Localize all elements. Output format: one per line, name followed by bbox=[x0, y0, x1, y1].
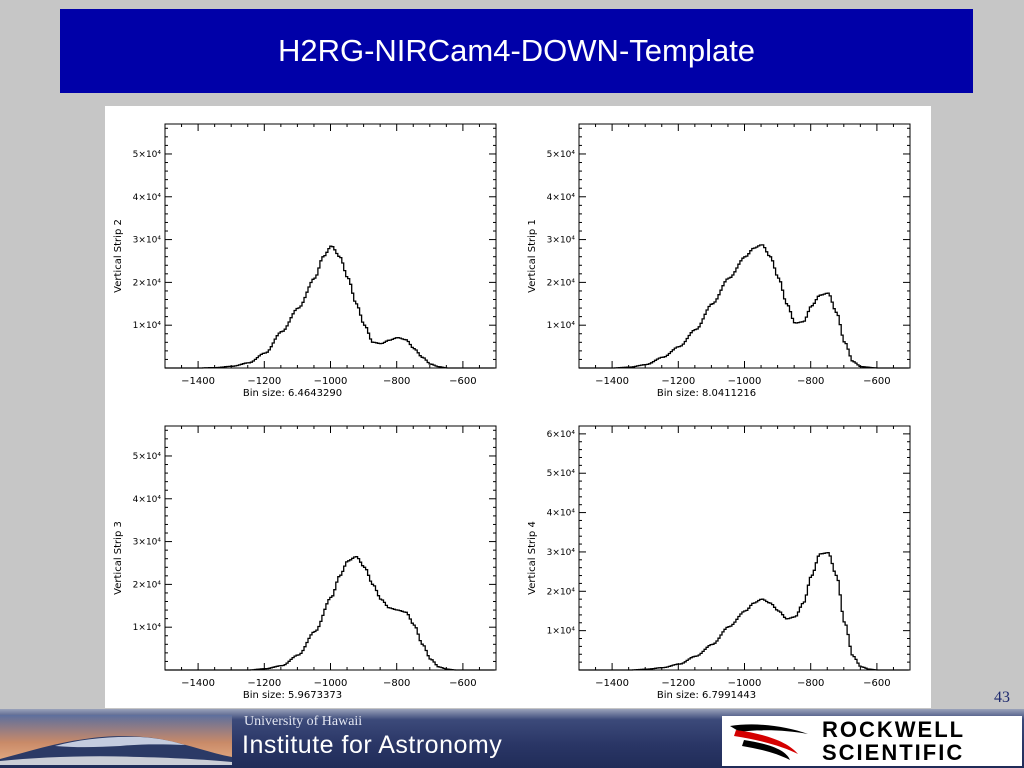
y-tick-label: 2×10⁴ bbox=[547, 278, 576, 288]
y-tick-label: 3×10⁴ bbox=[547, 548, 576, 558]
y-axis-label: Vertical Strip 2 bbox=[113, 219, 124, 293]
x-axis-label: Bin size: 8.0411216 bbox=[657, 388, 756, 399]
histogram-series-line bbox=[165, 245, 495, 369]
x-tick-label: −1200 bbox=[661, 376, 695, 387]
histogram-series-line bbox=[579, 244, 909, 369]
y-axis-label: Vertical Strip 4 bbox=[527, 521, 538, 595]
x-axis-label: Bin size: 5.9673373 bbox=[243, 690, 342, 701]
rockwell-swoosh-icon bbox=[730, 724, 808, 760]
y-tick-label: 2×10⁴ bbox=[133, 278, 162, 288]
y-tick-label: 6×10⁴ bbox=[547, 430, 576, 440]
x-tick-label: −1400 bbox=[595, 376, 629, 387]
x-tick-label: −1400 bbox=[181, 376, 215, 387]
y-tick-label: 4×10⁴ bbox=[547, 193, 576, 203]
x-tick-label: −600 bbox=[449, 678, 476, 689]
histogram-grid: −1400 −1200 −1000 −800 −600 1×10⁴ 2×10⁴ 3×10⁴ 4×… bbox=[113, 123, 911, 701]
y-tick-label: 2×10⁴ bbox=[547, 587, 576, 597]
y-tick-label: 1×10⁴ bbox=[547, 627, 576, 637]
y-tick-label: 1×10⁴ bbox=[133, 321, 162, 331]
slide-title: H2RG-NIRCam4-DOWN-Template bbox=[277, 33, 756, 68]
y-tick-label: 3×10⁴ bbox=[133, 236, 162, 246]
x-tick-label: −600 bbox=[449, 376, 476, 387]
x-tick-label: −1000 bbox=[314, 678, 348, 689]
x-tick-label: −800 bbox=[797, 376, 824, 387]
x-tick-label: −1200 bbox=[247, 678, 281, 689]
y-axis-label: Vertical Strip 3 bbox=[113, 521, 124, 595]
y-tick-label: 5×10⁴ bbox=[133, 150, 162, 160]
x-tick-label: −800 bbox=[383, 376, 410, 387]
y-tick-label: 3×10⁴ bbox=[547, 236, 576, 246]
plot-frame bbox=[578, 123, 911, 369]
x-tick-label: −800 bbox=[383, 678, 410, 689]
x-tick-label: −1000 bbox=[314, 376, 348, 387]
x-tick-label: −600 bbox=[863, 678, 890, 689]
y-axis-label: Vertical Strip 1 bbox=[527, 219, 538, 293]
y-tick-label: 4×10⁴ bbox=[133, 495, 162, 505]
x-tick-label: −1400 bbox=[181, 678, 215, 689]
x-tick-label: −800 bbox=[797, 678, 824, 689]
y-tick-label: 1×10⁴ bbox=[547, 321, 576, 331]
y-tick-label: 5×10⁴ bbox=[547, 469, 576, 479]
y-tick-label: 1×10⁴ bbox=[133, 623, 162, 633]
x-tick-label: −600 bbox=[863, 376, 890, 387]
slide-title-bar: H2RG-NIRCam4-DOWN-Template bbox=[60, 9, 973, 93]
mauna-kea-logo bbox=[0, 715, 232, 765]
y-tick-label: 3×10⁴ bbox=[133, 538, 162, 548]
plot-frame bbox=[578, 425, 911, 671]
x-tick-label: −1400 bbox=[595, 678, 629, 689]
x-tick-label: −1000 bbox=[728, 678, 762, 689]
histogram-panel-3: −1400 −1200 −1000 −800 −600 1×10⁴ 2×10⁴ 3×10⁴ 4×… bbox=[113, 425, 497, 701]
histogram-series-line bbox=[579, 552, 909, 671]
histogram-series-line bbox=[165, 555, 495, 671]
plot-frame bbox=[164, 425, 497, 671]
slide-number: 43 bbox=[994, 689, 1010, 706]
figure-panel: −1400 −1200 −1000 −800 −600 1×10⁴ 2×10⁴ 3×10⁴ 4×… bbox=[105, 106, 931, 708]
footer-bar: University of Hawaii Institute for Astro… bbox=[0, 709, 1024, 768]
x-tick-label: −1000 bbox=[728, 376, 762, 387]
rockwell-scientific-logo: ROCKWELL SCIENTIFIC bbox=[722, 716, 1022, 766]
y-tick-label: 2×10⁴ bbox=[133, 580, 162, 590]
x-axis-label: Bin size: 6.4643290 bbox=[243, 388, 342, 399]
histogram-panel-4: −1400 −1200 −1000 −800 −600 1×10⁴ 2×10⁴ 3×10⁴ 4×… bbox=[527, 425, 911, 701]
y-tick-label: 5×10⁴ bbox=[547, 150, 576, 160]
y-tick-label: 4×10⁴ bbox=[547, 509, 576, 519]
scientific-word: SCIENTIFIC bbox=[822, 740, 965, 765]
rockwell-word: ROCKWELL bbox=[822, 717, 966, 742]
x-tick-label: −1200 bbox=[247, 376, 281, 387]
university-of-hawaii-text: University of Hawaii bbox=[244, 714, 363, 729]
y-tick-label: 4×10⁴ bbox=[133, 193, 162, 203]
histogram-panel-2: −1400 −1200 −1000 −800 −600 1×10⁴ 2×10⁴ 3×10⁴ 4×… bbox=[527, 123, 911, 399]
histogram-panel-1: −1400 −1200 −1000 −800 −600 1×10⁴ 2×10⁴ 3×10⁴ 4×… bbox=[113, 123, 497, 399]
x-tick-label: −1200 bbox=[661, 678, 695, 689]
institute-for-astronomy-text: Institute for Astronomy bbox=[242, 731, 503, 759]
x-axis-label: Bin size: 6.7991443 bbox=[657, 690, 756, 701]
y-tick-label: 5×10⁴ bbox=[133, 452, 162, 462]
